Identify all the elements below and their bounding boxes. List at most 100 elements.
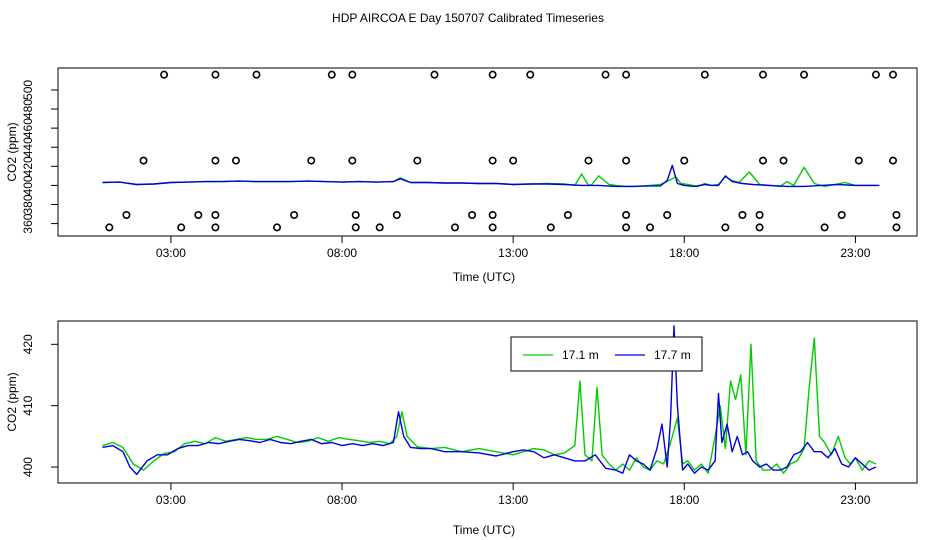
- top-x-tick-label: 18:00: [669, 246, 699, 260]
- scatter-point: [211, 156, 220, 165]
- top-x-tick-label: 03:00: [156, 246, 186, 260]
- scatter-point: [327, 70, 336, 79]
- top-plot-frame: [57, 67, 918, 237]
- scatter-point: [509, 156, 518, 165]
- legend-label-17-1m: 17.1 m: [562, 348, 599, 362]
- top-x-tick-label: 23:00: [840, 246, 870, 260]
- top-x-axis-label: Time (UTC): [453, 270, 515, 284]
- bottom-axis-ticks: 03:00 08:00 13:00 18:00 23:00 400 410 420: [21, 334, 871, 507]
- scatter-point: [488, 156, 497, 165]
- scatter-point: [646, 223, 655, 232]
- scatter-point: [105, 223, 114, 232]
- scatter-point: [721, 223, 730, 232]
- bottom-y-tick-label: 400: [21, 457, 35, 477]
- scatter-point: [680, 156, 689, 165]
- scatter-point: [351, 223, 360, 232]
- scatter-point: [211, 70, 220, 79]
- scatter-point: [488, 211, 497, 220]
- bottom-panel: 03:00 08:00 13:00 18:00 23:00 400 410 420 Time …: [5, 320, 918, 537]
- scatter-point: [738, 211, 747, 220]
- top-axis-ticks: 03:00 08:00 13:00 18:00 23:00 360380400420440…: [21, 80, 871, 260]
- scatter-point: [854, 156, 863, 165]
- top-y-axis-label: CO2 (ppm): [5, 122, 19, 181]
- scatter-point: [700, 70, 709, 79]
- top-y-tick-label: 500: [21, 80, 35, 100]
- scatter-point: [546, 223, 555, 232]
- top-y-tick-label: 440: [21, 137, 35, 157]
- scatter-point: [211, 223, 220, 232]
- scatter-point: [351, 211, 360, 220]
- scatter-point: [622, 156, 631, 165]
- top-y-tick-label: 400: [21, 175, 35, 195]
- series-line-17-7-m: [102, 325, 877, 476]
- scatter-point: [755, 211, 764, 220]
- scatter-point: [526, 70, 535, 79]
- bottom-x-tick-label: 08:00: [327, 493, 357, 507]
- bottom-x-tick-label: 13:00: [498, 493, 528, 507]
- bottom-y-tick-label: 420: [21, 334, 35, 354]
- legend-label-17-7m: 17.7 m: [654, 348, 691, 362]
- scatter-point: [758, 156, 767, 165]
- scatter-point: [892, 211, 901, 220]
- top-x-tick-label: 08:00: [327, 246, 357, 260]
- scatter-point: [622, 211, 631, 220]
- top-scatter-points: [105, 70, 901, 232]
- scatter-point: [160, 70, 169, 79]
- scatter-point: [758, 70, 767, 79]
- top-y-tick-label: 480: [21, 99, 35, 119]
- top-y-tick-label: 420: [21, 156, 35, 176]
- scatter-point: [252, 70, 261, 79]
- scatter-point: [837, 211, 846, 220]
- scatter-point: [375, 223, 384, 232]
- scatter-point: [392, 211, 401, 220]
- scatter-point: [290, 211, 299, 220]
- scatter-point: [755, 223, 764, 232]
- top-panel: 03:00 08:00 13:00 18:00 23:00 360380400420440…: [5, 67, 918, 284]
- figure-title: HDP AIRCOA E Day 150707 Calibrated Times…: [332, 11, 604, 25]
- scatter-point: [273, 223, 282, 232]
- scatter-point: [194, 211, 203, 220]
- scatter-point: [139, 156, 148, 165]
- series-line-17-1-m: [102, 337, 877, 474]
- scatter-point: [468, 211, 477, 220]
- scatter-point: [779, 156, 788, 165]
- scatter-point: [177, 223, 186, 232]
- scatter-point: [348, 70, 357, 79]
- legend-box: [510, 336, 703, 372]
- scatter-point: [450, 223, 459, 232]
- top-y-tick-label: 360: [21, 213, 35, 233]
- scatter-point: [488, 70, 497, 79]
- scatter-point: [601, 70, 610, 79]
- scatter-point: [307, 156, 316, 165]
- scatter-point: [430, 70, 439, 79]
- bottom-x-axis-label: Time (UTC): [453, 523, 515, 537]
- scatter-point: [413, 156, 422, 165]
- scatter-point: [122, 211, 131, 220]
- scatter-point: [348, 156, 357, 165]
- bottom-y-axis-label: CO2 (ppm): [5, 372, 19, 431]
- scatter-point: [563, 211, 572, 220]
- bottom-plot-frame: [57, 320, 918, 484]
- scatter-point: [889, 70, 898, 79]
- scatter-point: [211, 211, 220, 220]
- top-series-lines: [102, 164, 880, 188]
- scatter-point: [622, 70, 631, 79]
- scatter-point: [231, 156, 240, 165]
- bottom-x-tick-label: 23:00: [840, 493, 870, 507]
- top-x-tick-label: 13:00: [498, 246, 528, 260]
- scatter-point: [663, 211, 672, 220]
- bottom-series-lines: [102, 325, 877, 476]
- scatter-point: [800, 70, 809, 79]
- scatter-point: [622, 223, 631, 232]
- scatter-point: [820, 223, 829, 232]
- scatter-point: [871, 70, 880, 79]
- top-y-tick-label: 460: [21, 118, 35, 138]
- top-y-tick-label: 380: [21, 194, 35, 214]
- scatter-point: [889, 156, 898, 165]
- bottom-x-tick-label: 18:00: [669, 493, 699, 507]
- scatter-point: [488, 223, 497, 232]
- bottom-x-tick-label: 03:00: [156, 493, 186, 507]
- legend: 17.1 m 17.7 m: [510, 336, 703, 372]
- bottom-y-tick-label: 410: [21, 395, 35, 415]
- scatter-point: [584, 156, 593, 165]
